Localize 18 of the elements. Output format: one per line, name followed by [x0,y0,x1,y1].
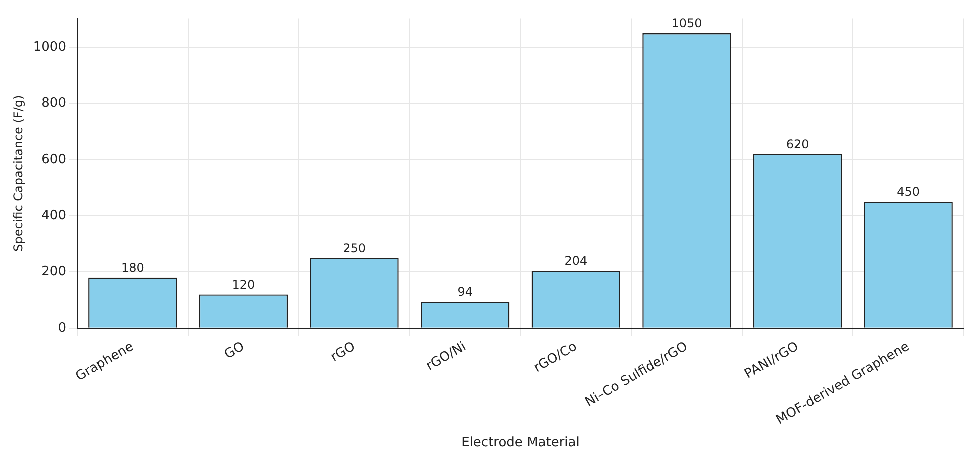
data-label: 620 [786,137,810,152]
x-axis-title: Electrode Material [462,436,580,451]
y-tick-label: 1000 [33,40,66,55]
data-label: 180 [121,260,144,275]
y-tick-label: 0 [58,320,66,336]
y-tick-label: 400 [42,208,66,224]
data-label: 450 [897,185,920,200]
x-tick-label: rGO [328,340,358,366]
data-label: 94 [458,285,473,300]
data-label: 204 [564,254,588,268]
y-tick-label: 800 [42,96,66,112]
data-label: 120 [232,278,256,292]
y-tick-label: 600 [42,152,66,168]
data-label: 250 [343,241,366,256]
y-tick-label: 200 [42,264,66,280]
y-axis-title: Specific Capacitance (F/g) [11,95,26,252]
data-label: 1050 [672,16,702,31]
x-tick-label: GO [222,340,248,363]
